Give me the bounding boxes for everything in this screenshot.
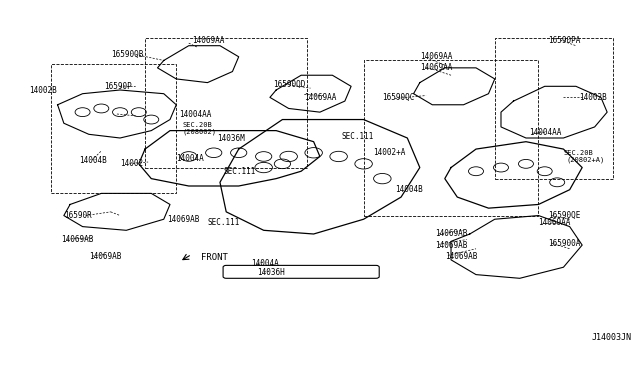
Text: SEC.111: SEC.111 bbox=[207, 218, 240, 227]
Bar bbox=[495, 38, 613, 179]
Text: 14004B: 14004B bbox=[79, 155, 108, 165]
Text: 14004A: 14004A bbox=[176, 154, 204, 163]
Text: 14069AB: 14069AB bbox=[61, 235, 93, 244]
Text: 14036H: 14036H bbox=[257, 268, 285, 277]
Text: (208002): (208002) bbox=[182, 128, 216, 135]
Text: (20802+A): (20802+A) bbox=[566, 156, 605, 163]
Text: 14004AA: 14004AA bbox=[179, 109, 212, 119]
Text: 16590QE: 16590QE bbox=[548, 211, 580, 220]
Text: 165900A: 165900A bbox=[548, 239, 580, 248]
Text: 14069AB: 14069AB bbox=[167, 215, 199, 224]
Text: 16590QB: 16590QB bbox=[111, 51, 143, 60]
Text: FRONT: FRONT bbox=[201, 253, 228, 263]
Text: 14002: 14002 bbox=[120, 159, 143, 169]
Text: 14069AB: 14069AB bbox=[445, 251, 477, 261]
Text: 14069AA: 14069AA bbox=[420, 52, 452, 61]
Text: 14004AA: 14004AA bbox=[529, 128, 561, 137]
Text: 16590PA: 16590PA bbox=[548, 36, 580, 45]
Text: 14069AB: 14069AB bbox=[435, 241, 468, 250]
Text: 14069AA: 14069AA bbox=[420, 63, 452, 72]
Bar bbox=[145, 38, 307, 167]
Bar bbox=[51, 64, 176, 193]
Text: J14003JN: J14003JN bbox=[591, 333, 632, 342]
Text: 16590QC: 16590QC bbox=[382, 93, 415, 102]
Text: 14004B: 14004B bbox=[395, 185, 422, 194]
Text: 14069AB: 14069AB bbox=[435, 230, 468, 238]
Text: 14036M: 14036M bbox=[217, 134, 244, 142]
Text: 14002B: 14002B bbox=[29, 86, 57, 94]
Text: 14002+A: 14002+A bbox=[373, 148, 405, 157]
Text: 14069AA: 14069AA bbox=[192, 36, 224, 45]
Text: SEC.20B: SEC.20B bbox=[563, 150, 593, 156]
Text: 16590QD: 16590QD bbox=[273, 80, 305, 89]
Text: 16590P: 16590P bbox=[104, 82, 132, 91]
Text: 14069AA: 14069AA bbox=[538, 218, 571, 227]
Text: 16590R: 16590R bbox=[64, 211, 92, 220]
Text: SEC.111: SEC.111 bbox=[342, 132, 374, 141]
Bar bbox=[364, 61, 538, 215]
Text: SEC.111: SEC.111 bbox=[223, 167, 255, 176]
Text: SEC.20B: SEC.20B bbox=[182, 122, 212, 128]
Text: 14004A: 14004A bbox=[251, 259, 279, 268]
Text: 14002B: 14002B bbox=[579, 93, 607, 102]
Text: 14069AB: 14069AB bbox=[89, 251, 121, 261]
Text: 14069AA: 14069AA bbox=[304, 93, 337, 102]
